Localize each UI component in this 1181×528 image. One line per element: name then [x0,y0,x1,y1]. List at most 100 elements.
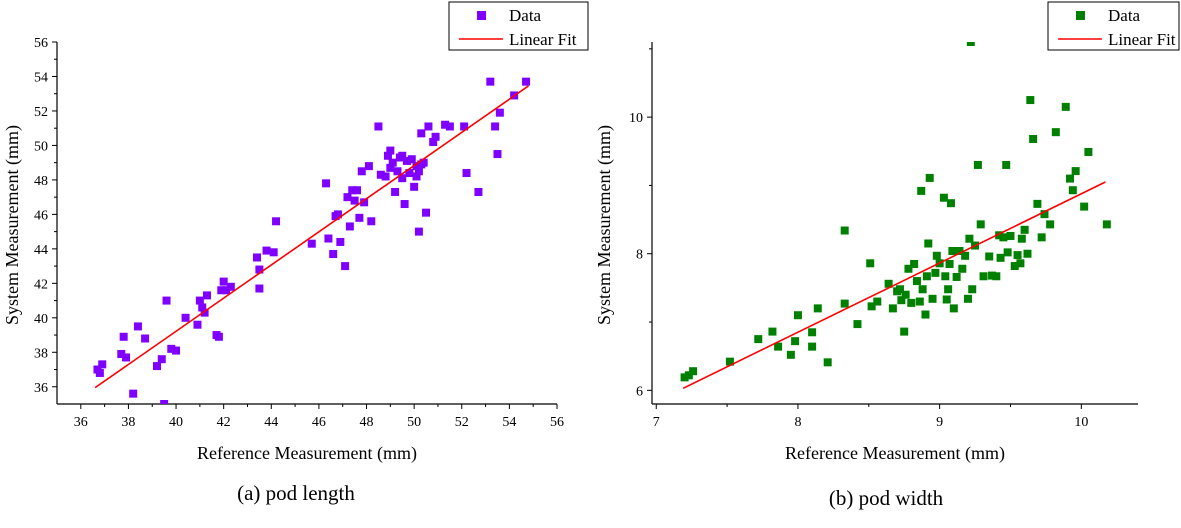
data-point [376,170,385,179]
data-point [200,308,209,317]
x-tick-label: 48 [360,415,374,430]
data-point [808,342,817,351]
data-point [928,294,937,303]
data-point [1065,174,1074,183]
data-point [364,162,373,171]
data-point [95,368,104,377]
x-axis-title: Reference Measurement (mm) [197,443,417,464]
data-point [412,172,421,181]
data-point [901,290,910,299]
data-point [1102,220,1111,229]
data-point [840,226,849,235]
data-point [774,342,783,351]
plot-area [93,77,531,404]
data-point [786,350,795,359]
data-point [996,253,1005,262]
data-point [965,234,974,243]
data-point [952,272,961,281]
legend-marker [1076,11,1085,20]
data-point [961,251,970,260]
data-point [367,217,376,226]
data-point [374,122,383,131]
data-point [193,320,202,329]
data-point [172,346,181,355]
x-tick-label: 40 [169,415,183,430]
data-point [198,303,207,312]
data-point [1029,134,1038,143]
data-point [931,268,940,277]
data-point [1006,231,1015,240]
data-point [441,120,450,129]
data-point [853,320,862,329]
x-tick-label: 52 [455,415,469,430]
data-point [1071,167,1080,176]
data-point [414,227,423,236]
data-point [900,327,909,336]
x-tick-label: 8 [794,415,801,430]
data-point [412,162,421,171]
data-point [1046,220,1055,229]
data-point [684,371,693,380]
data-point [486,77,495,86]
data-point [141,334,150,343]
data-point [907,298,916,307]
data-point [422,208,431,217]
data-point [867,302,876,311]
data-point [255,284,264,293]
y-tick-label: 52 [34,105,48,120]
data-point [181,313,190,322]
data-point [999,233,1008,242]
data-point [915,297,924,306]
y-tick-label: 6 [636,384,643,399]
y-tick-label: 46 [34,208,48,223]
data-point [973,160,982,169]
data-point [791,337,800,346]
data-point [162,296,171,305]
data-point [924,239,933,248]
data-point [840,299,849,308]
data-point [167,344,176,353]
data-point [884,279,893,288]
legend-label: Linear Fit [1108,30,1176,49]
data-point [493,150,502,159]
data-point [979,272,988,281]
y-tick-label: 36 [34,381,48,396]
data-point [353,186,361,195]
data-point [1061,102,1070,111]
x-tick-label: 36 [74,415,88,430]
data-point [1017,234,1026,243]
linear-fit-line [94,85,529,389]
x-tick-label: 54 [502,415,516,430]
data-point [445,122,454,131]
data-point [429,137,438,146]
data-point [322,179,331,188]
data-point [922,272,931,281]
data-point [160,400,169,404]
data-point [522,77,531,86]
linear-fit-line [682,181,1106,390]
data-point [203,291,211,300]
data-point [949,304,958,313]
data-point [939,193,948,202]
data-point [992,272,1001,281]
data-point [793,311,802,320]
data-point [1010,262,1019,271]
x-tick-label: 56 [550,415,564,430]
data-point [269,248,278,257]
legend-marker [477,11,486,20]
data-point [195,296,204,305]
data-point [1026,96,1035,105]
data-point [272,217,281,226]
data-point [400,200,409,209]
legend-box [448,1,589,51]
data-point [386,163,395,172]
data-point [823,358,832,367]
y-tick-label: 42 [34,277,48,292]
data-point [398,174,407,183]
data-point [386,146,395,155]
data-point [995,231,1004,240]
data-point [410,182,419,191]
data-point [768,327,777,336]
x-tick-label: 10 [1074,415,1088,430]
data-point [255,265,264,274]
